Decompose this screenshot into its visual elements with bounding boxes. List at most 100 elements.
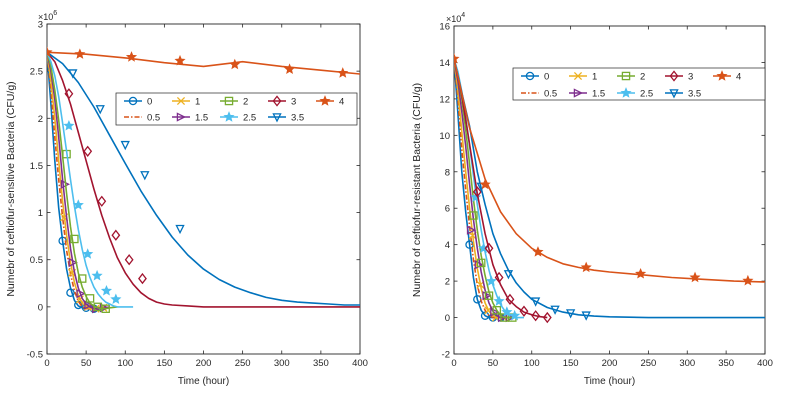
x-tick-label: 250 [235,358,251,369]
legend-marker [319,95,331,106]
x-tick-label: 200 [196,358,212,369]
legend-entry-4: 4 [316,95,344,108]
data-point-marker [82,248,94,259]
x-tick-label: 350 [718,358,734,369]
legend-entry-2: 2 [220,97,248,108]
data-point-marker [484,242,494,254]
series-3 [454,58,552,324]
legend-entry-4: 4 [713,70,741,83]
legend-marker [716,70,728,81]
data-point-marker [68,69,78,79]
legend-marker [223,111,235,122]
data-point-marker [74,48,86,59]
y-tick-label: 3 [38,20,43,31]
data-point-marker [519,305,529,317]
x-tick-label: 0 [451,358,456,369]
data-point-marker [472,186,482,198]
data-point-marker [479,178,491,190]
legend-label: 0.5 [147,113,160,124]
y-tick-label: -2 [442,350,450,361]
data-point-marker [580,261,592,273]
data-point-marker [530,297,541,307]
series-2 [454,58,517,322]
data-point-marker [124,254,134,266]
legend-marker [176,112,187,122]
data-point-marker [476,258,486,268]
legend-marker [573,71,583,81]
x-tick-label: 150 [156,358,172,369]
legend-entry-0: 0 [124,97,152,108]
data-point-marker [68,257,78,268]
legend-label: 1.5 [195,113,208,124]
legend-entry-1.5: 1.5 [569,88,605,100]
legend-label: 1 [592,72,597,83]
x-tick-label: 200 [602,358,618,369]
y-tick-label: 12 [439,94,450,105]
data-point-marker [70,234,79,244]
series-0.5 [454,58,505,319]
data-point-marker [125,51,138,62]
legend-entry-1: 1 [569,72,597,83]
y-tick-label: -0.5 [27,350,43,361]
y-tick-label: 14 [439,58,450,69]
data-point-marker [454,52,460,64]
series-2.5 [47,51,134,308]
legend-label: 0 [147,97,152,108]
data-point-marker [85,294,95,303]
data-point-marker [138,272,147,285]
series-3.5 [47,51,360,306]
series-4 [47,46,360,78]
data-point-marker [97,195,107,207]
data-point-marker [175,224,185,235]
data-point-marker [480,311,490,320]
legend-marker [525,71,535,81]
y-tick-label: 1.5 [30,161,43,172]
data-point-marker [532,246,544,257]
data-point-marker [110,293,122,305]
data-point-marker [229,58,241,70]
legend-entry-3: 3 [268,95,296,108]
right-chart-panel: Numebr of ceftiofur-resistant Bacteria (… [411,12,773,387]
series-line-2.5 [47,51,134,308]
data-point-marker [95,105,105,115]
x-tick-label: 100 [524,358,540,369]
y-tick-label: 16 [439,22,450,33]
legend-label: 3.5 [688,89,701,100]
y-tick-label: 0 [445,313,450,324]
legend-entry-0.5: 0.5 [521,89,557,100]
data-point-marker [337,67,349,78]
data-point-marker [64,88,74,100]
legend-marker [224,96,234,106]
legend-label: 1.5 [592,89,605,100]
data-point-marker [509,309,521,321]
legend-label: 2 [243,97,248,108]
data-point-marker [284,63,296,74]
y-tick-label: 0 [38,302,43,313]
y-tick-label: 0.5 [30,255,43,266]
series-line-4 [47,51,360,75]
data-point-marker [742,274,754,286]
x-tick-label: 150 [563,358,579,369]
legend-label: 2.5 [640,89,653,100]
data-point-marker [485,275,497,286]
x-tick-label: 350 [313,358,329,369]
legend-label: 0 [544,72,549,83]
data-point-marker [482,291,492,301]
series-line-3.5 [454,58,765,319]
legend-marker [272,95,282,107]
legend-entry-1: 1 [172,97,200,108]
data-point-marker [581,311,591,321]
series-line-3 [47,51,360,308]
legend-label: 2 [640,72,645,83]
x-tick-label: 400 [352,358,368,369]
data-point-marker [101,304,110,313]
legend-label: 0.5 [544,89,557,100]
data-point-marker [91,269,103,281]
legend: 0 1 2 3 4 0.5 1.5 2.5 3.5 [115,92,358,126]
series-3 [47,51,360,308]
y-tick-label: 8 [445,167,450,178]
y-tick-label: 4 [445,240,450,251]
legend-label: 2.5 [243,113,256,124]
series-line-3.5 [47,51,360,306]
legend-entry-3: 3 [665,70,693,83]
